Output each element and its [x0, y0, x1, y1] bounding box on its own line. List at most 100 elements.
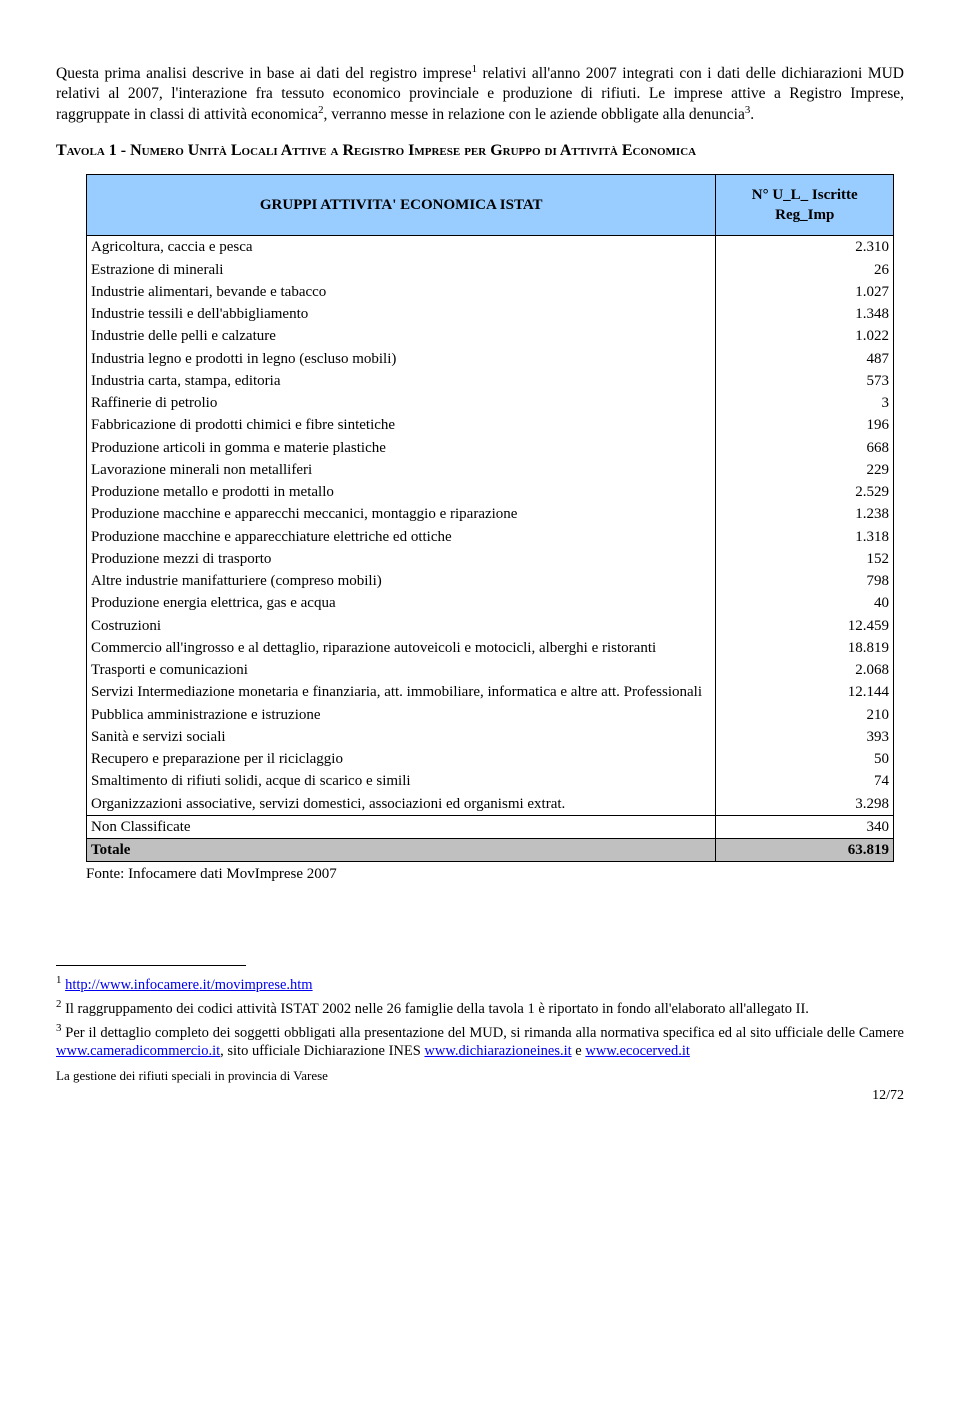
footer-title: La gestione dei rifiuti speciali in prov…: [56, 1067, 904, 1085]
intro-paragraph: Questa prima analisi descrive in base ai…: [56, 64, 904, 127]
table-row: Commercio all'ingrosso e al dettaglio, r…: [87, 637, 894, 659]
table-row: Produzione macchine e apparecchiature el…: [87, 526, 894, 548]
table-heading: Tavola 1 - Numero Unità Locali Attive a …: [56, 140, 904, 162]
table-row: Costruzioni12.459: [87, 615, 894, 637]
table-row: Industrie alimentari, bevande e tabacco1…: [87, 281, 894, 303]
footnote-text-2: Il raggruppamento dei codici attività IS…: [61, 1001, 809, 1017]
row-value: 1.348: [716, 303, 894, 325]
row-value: 798: [716, 570, 894, 592]
table-header-count: N° U_L_ Iscritte Reg_Imp: [716, 174, 894, 236]
row-value: 3.298: [716, 793, 894, 816]
row-label: Pubblica amministrazione e istruzione: [87, 704, 716, 726]
row-label: Altre industrie manifatturiere (compreso…: [87, 570, 716, 592]
table-container: GRUPPI ATTIVITA' ECONOMICA ISTAT N° U_L_…: [86, 174, 894, 863]
row-label: Estrazione di minerali: [87, 259, 716, 281]
table-row-total: Totale63.819: [87, 839, 894, 862]
table-row: Industrie delle pelli e calzature1.022: [87, 325, 894, 347]
row-value: 1.027: [716, 281, 894, 303]
row-label: Produzione metallo e prodotti in metallo: [87, 481, 716, 503]
table-row: Pubblica amministrazione e istruzione210: [87, 704, 894, 726]
row-value: 487: [716, 348, 894, 370]
row-label: Industria legno e prodotti in legno (esc…: [87, 348, 716, 370]
row-label: Lavorazione minerali non metalliferi: [87, 459, 716, 481]
row-label: Industrie alimentari, bevande e tabacco: [87, 281, 716, 303]
total-value: 63.819: [716, 839, 894, 862]
row-value: 210: [716, 704, 894, 726]
row-value: 26: [716, 259, 894, 281]
table-row: Industria legno e prodotti in legno (esc…: [87, 348, 894, 370]
row-label: Agricoltura, caccia e pesca: [87, 236, 716, 259]
row-value: 1.022: [716, 325, 894, 347]
table-row: Agricoltura, caccia e pesca2.310: [87, 236, 894, 259]
page-number: 12/72: [56, 1087, 904, 1106]
row-label: Fabbricazione di prodotti chimici e fibr…: [87, 414, 716, 436]
table-row: Sanità e servizi sociali393: [87, 726, 894, 748]
row-value: 152: [716, 548, 894, 570]
row-value: 393: [716, 726, 894, 748]
row-value: 12.144: [716, 681, 894, 703]
table-row-nonclass: Non Classificate340: [87, 815, 894, 838]
table-row: Trasporti e comunicazioni2.068: [87, 659, 894, 681]
row-value: 3: [716, 392, 894, 414]
row-label: Produzione macchine e apparecchi meccani…: [87, 503, 716, 525]
row-value: 50: [716, 748, 894, 770]
footnote-text-3c: e: [572, 1043, 586, 1059]
row-label: Produzione energia elettrica, gas e acqu…: [87, 592, 716, 614]
footnote-link-3-2[interactable]: www.dichiarazioneines.it: [424, 1043, 571, 1059]
row-label: Produzione mezzi di trasporto: [87, 548, 716, 570]
table-row: Smaltimento di rifiuti solidi, acque di …: [87, 770, 894, 792]
row-label: Organizzazioni associative, servizi dome…: [87, 793, 716, 816]
footnote-link-3-1[interactable]: www.cameradicommercio.it: [56, 1043, 220, 1059]
row-label: Raffinerie di petrolio: [87, 392, 716, 414]
row-label: Industrie delle pelli e calzature: [87, 325, 716, 347]
row-value: 668: [716, 437, 894, 459]
row-value: 229: [716, 459, 894, 481]
row-value: 1.238: [716, 503, 894, 525]
row-label: Trasporti e comunicazioni: [87, 659, 716, 681]
table-row: Raffinerie di petrolio3: [87, 392, 894, 414]
para-text-1: Questa prima analisi descrive in base ai…: [56, 65, 472, 82]
footnote-text-3a: Per il dettaglio completo dei soggetti o…: [61, 1025, 904, 1041]
table-header-groups: GRUPPI ATTIVITA' ECONOMICA ISTAT: [87, 174, 716, 236]
row-label: Non Classificate: [87, 815, 716, 838]
row-label: Sanità e servizi sociali: [87, 726, 716, 748]
table-row: Produzione mezzi di trasporto152: [87, 548, 894, 570]
footnote-num-1: 1: [56, 974, 61, 986]
table-row: Organizzazioni associative, servizi dome…: [87, 793, 894, 816]
row-value: 2.068: [716, 659, 894, 681]
data-table: GRUPPI ATTIVITA' ECONOMICA ISTAT N° U_L_…: [86, 174, 894, 863]
row-label: Costruzioni: [87, 615, 716, 637]
total-label: Totale: [87, 839, 716, 862]
table-row: Lavorazione minerali non metalliferi229: [87, 459, 894, 481]
table-row: Estrazione di minerali26: [87, 259, 894, 281]
row-value: 1.318: [716, 526, 894, 548]
row-label: Smaltimento di rifiuti solidi, acque di …: [87, 770, 716, 792]
row-value: 74: [716, 770, 894, 792]
para-text-4: .: [750, 106, 754, 123]
row-value: 2.529: [716, 481, 894, 503]
row-label: Commercio all'ingrosso e al dettaglio, r…: [87, 637, 716, 659]
row-label: Produzione macchine e apparecchiature el…: [87, 526, 716, 548]
footnote-text-3b: , sito ufficiale Dichiarazione INES: [220, 1043, 424, 1059]
row-label: Recupero e preparazione per il riciclagg…: [87, 748, 716, 770]
row-value: 40: [716, 592, 894, 614]
table-row: Industria carta, stampa, editoria573: [87, 370, 894, 392]
table-row: Produzione metallo e prodotti in metallo…: [87, 481, 894, 503]
table-row: Recupero e preparazione per il riciclagg…: [87, 748, 894, 770]
row-value: 18.819: [716, 637, 894, 659]
table-row: Produzione articoli in gomma e materie p…: [87, 437, 894, 459]
row-value: 573: [716, 370, 894, 392]
table-row: Servizi Intermediazione monetaria e fina…: [87, 681, 894, 703]
table-row: Industrie tessili e dell'abbigliamento1.…: [87, 303, 894, 325]
table-row: Fabbricazione di prodotti chimici e fibr…: [87, 414, 894, 436]
row-label: Produzione articoli in gomma e materie p…: [87, 437, 716, 459]
footnote-link-3-3[interactable]: www.ecocerved.it: [585, 1043, 690, 1059]
footnote-separator: [56, 965, 246, 966]
footnote-link-1[interactable]: http://www.infocamere.it/movimprese.htm: [65, 977, 313, 993]
table-source: Fonte: Infocamere dati MovImprese 2007: [86, 864, 904, 884]
row-value: 2.310: [716, 236, 894, 259]
row-value: 196: [716, 414, 894, 436]
table-row: Altre industrie manifatturiere (compreso…: [87, 570, 894, 592]
row-label: Industria carta, stampa, editoria: [87, 370, 716, 392]
table-row: Produzione energia elettrica, gas e acqu…: [87, 592, 894, 614]
